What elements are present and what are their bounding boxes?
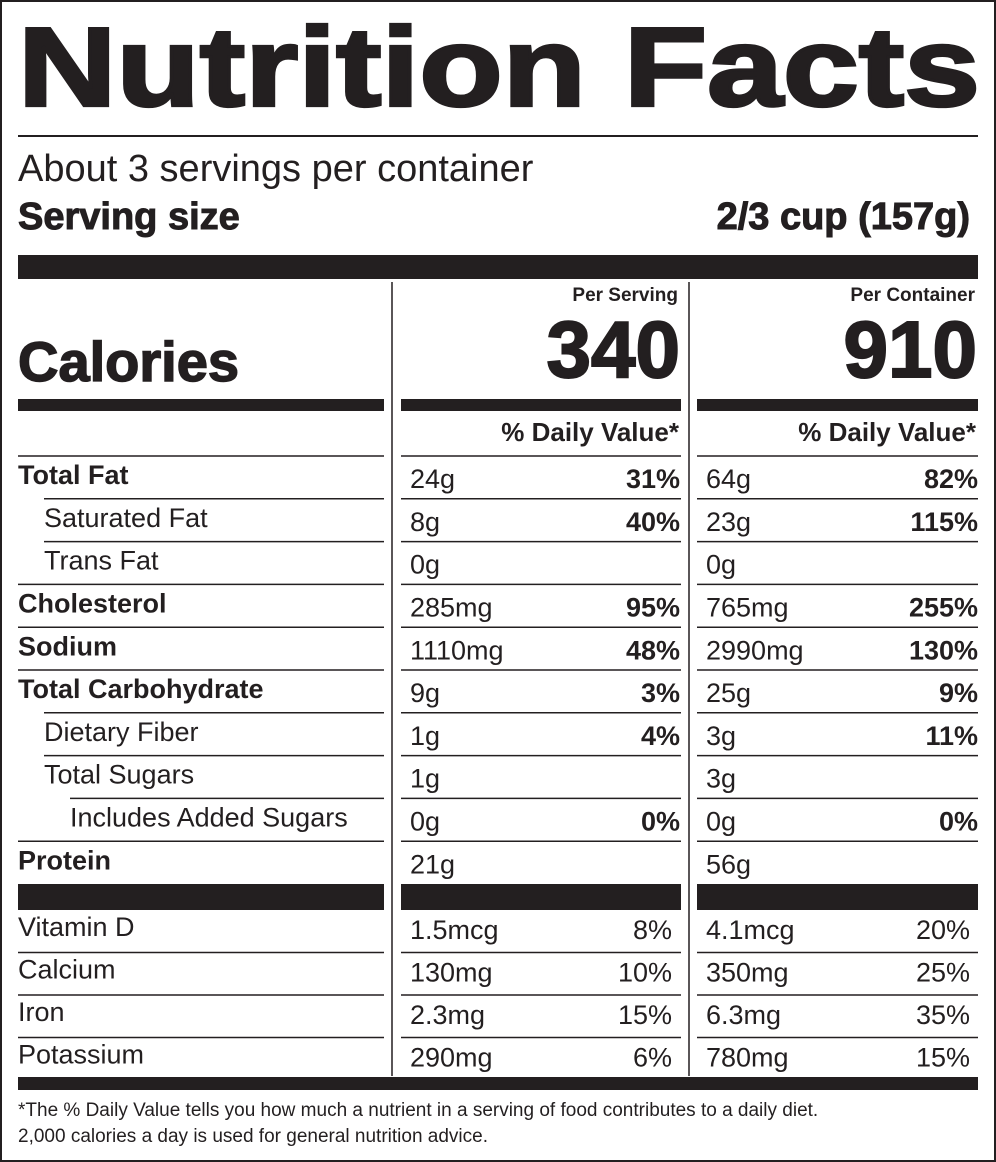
percent: 0% <box>641 807 680 837</box>
percent: 95% <box>626 593 680 623</box>
amount: 9g <box>410 678 440 708</box>
nutrient-name: Trans Fat <box>44 546 159 576</box>
amount: 1g <box>410 721 440 751</box>
percent: 11% <box>925 721 978 751</box>
bar <box>697 399 978 411</box>
bar <box>18 884 384 910</box>
nutrient-name: Vitamin D <box>18 912 135 942</box>
nutrient-name: Iron <box>18 997 65 1027</box>
amount: 1110mg <box>410 635 504 665</box>
amount: 25g <box>706 678 751 708</box>
amount: 23g <box>706 507 751 537</box>
percent: 4% <box>641 721 680 751</box>
percent: 10% <box>618 958 672 988</box>
nutrient-name: Sodium <box>18 631 117 661</box>
amount: 24g <box>410 464 455 494</box>
amount: 1.5mcg <box>410 915 499 945</box>
percent: 31% <box>626 464 680 494</box>
nutrient-name: Total Sugars <box>44 760 194 790</box>
serving-size: 2/3 cup (157g) <box>717 196 970 238</box>
thick-bar <box>18 255 978 279</box>
amount: 2.3mg <box>410 1000 485 1030</box>
amount: 0g <box>410 550 440 580</box>
percent: 115% <box>910 507 978 537</box>
bar <box>18 399 384 411</box>
daily-value-header: % Daily Value* <box>798 417 977 447</box>
percent: 3% <box>641 678 680 708</box>
percent: 82% <box>924 464 978 494</box>
calories-label: Calories <box>18 330 239 393</box>
nutrient-name: Includes Added Sugars <box>70 803 348 833</box>
amount: 0g <box>706 550 736 580</box>
percent: 40% <box>626 507 680 537</box>
percent: 130% <box>909 635 978 665</box>
amount: 6.3mg <box>706 1000 781 1030</box>
serving-size-label: Serving size <box>18 196 240 238</box>
nutrient-name: Cholesterol <box>18 589 167 619</box>
nutrient-name: Saturated Fat <box>44 503 208 533</box>
amount: 350mg <box>706 958 789 988</box>
amount: 2990mg <box>706 635 804 665</box>
bar <box>401 884 681 910</box>
percent: 20% <box>916 915 970 945</box>
percent: 15% <box>916 1043 970 1073</box>
calories-value: 340 <box>547 305 680 394</box>
nutrient-name: Dietary Fiber <box>44 717 199 747</box>
title: Nutrition Facts <box>18 5 980 130</box>
percent: 15% <box>618 1000 672 1030</box>
amount: 3g <box>706 764 736 794</box>
amount: 4.1mcg <box>706 915 795 945</box>
amount: 64g <box>706 464 751 494</box>
amount: 21g <box>410 849 455 879</box>
bar <box>697 884 978 910</box>
nutrient-name: Calcium <box>18 955 116 985</box>
percent: 25% <box>916 958 970 988</box>
nutrient-name: Total Carbohydrate <box>18 674 264 704</box>
amount: 285mg <box>410 593 493 623</box>
nutrient-name: Potassium <box>18 1040 144 1070</box>
percent: 255% <box>909 593 978 623</box>
amount: 1g <box>410 764 440 794</box>
percent: 8% <box>633 915 672 945</box>
column-heading: Per Serving <box>572 285 678 306</box>
percent: 48% <box>626 635 680 665</box>
rule <box>18 135 978 137</box>
percent: 6% <box>633 1043 672 1073</box>
calories-value: 910 <box>844 305 977 394</box>
percent: 9% <box>939 678 978 708</box>
column-heading: Per Container <box>850 285 975 306</box>
footnote: *The % Daily Value tells you how much a … <box>18 1100 818 1121</box>
percent: 0% <box>939 807 978 837</box>
amount: 780mg <box>706 1043 789 1073</box>
percent: 35% <box>916 1000 970 1030</box>
footnote: 2,000 calories a day is used for general… <box>18 1126 488 1147</box>
amount: 56g <box>706 849 751 879</box>
bar <box>18 1077 978 1090</box>
amount: 0g <box>410 807 440 837</box>
nutrient-name: Protein <box>18 845 111 875</box>
daily-value-header: % Daily Value* <box>501 417 680 447</box>
amount: 8g <box>410 507 440 537</box>
amount: 3g <box>706 721 736 751</box>
amount: 290mg <box>410 1043 493 1073</box>
bar <box>401 399 681 411</box>
nutrient-name: Total Fat <box>18 460 129 490</box>
amount: 765mg <box>706 593 789 623</box>
servings: About 3 servings per container <box>18 148 534 190</box>
amount: 130mg <box>410 958 493 988</box>
amount: 0g <box>706 807 736 837</box>
